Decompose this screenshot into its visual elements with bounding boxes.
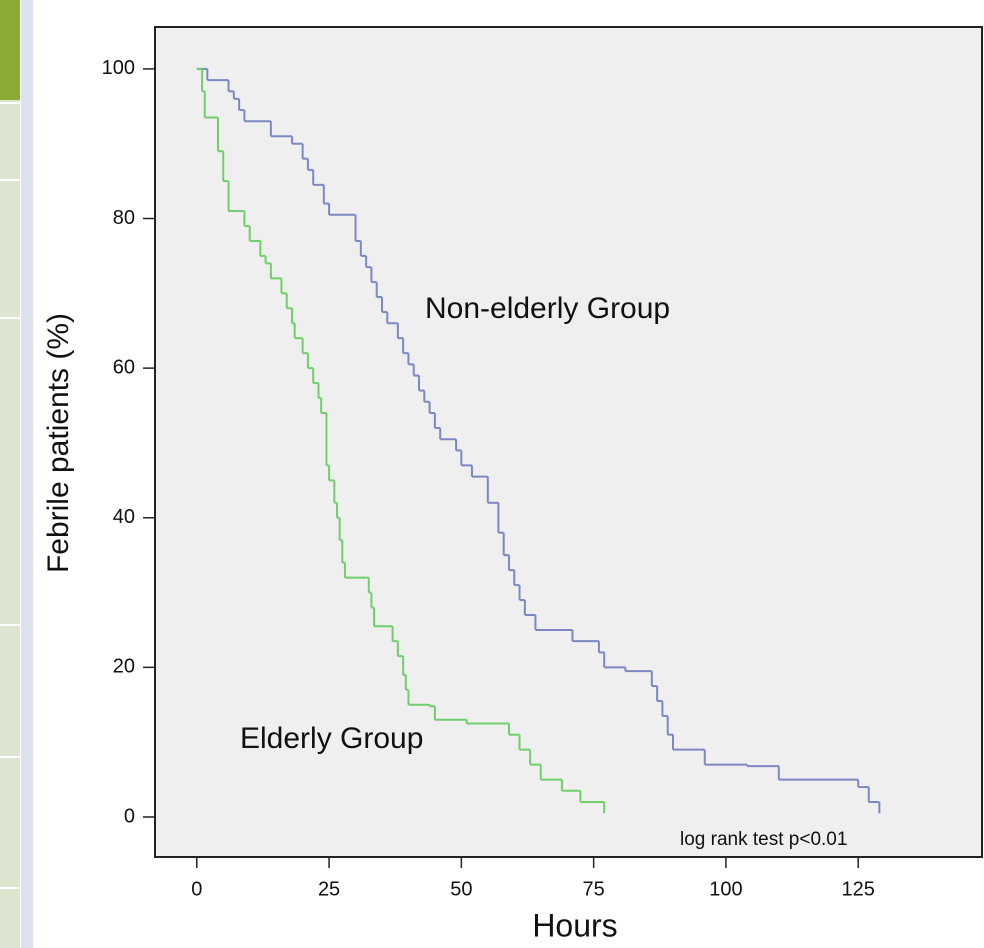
y-tick-label: 40 — [113, 506, 135, 528]
annotation: Non-elderly Group — [425, 292, 670, 325]
annotation: Elderly Group — [240, 722, 423, 755]
sidebar — [0, 0, 33, 948]
x-axis-label: Hours — [532, 907, 617, 943]
plot-area — [154, 26, 983, 858]
x-tick-label: 0 — [191, 878, 202, 900]
annotation: log rank test p<0.01 — [680, 829, 847, 850]
x-tick-label: 100 — [709, 878, 742, 900]
x-tick-label: 50 — [450, 878, 472, 900]
y-tick-label: 80 — [113, 207, 135, 229]
y-tick-label: 60 — [113, 356, 135, 378]
x-tick-label: 25 — [318, 878, 340, 900]
y-tick-label: 0 — [124, 805, 135, 827]
y-tick-label: 20 — [113, 656, 135, 678]
y-tick-label: 100 — [102, 57, 135, 79]
y-axis-label: Febrile patients (%) — [42, 313, 75, 573]
x-tick-label: 125 — [842, 878, 875, 900]
x-tick-label: 75 — [583, 878, 605, 900]
